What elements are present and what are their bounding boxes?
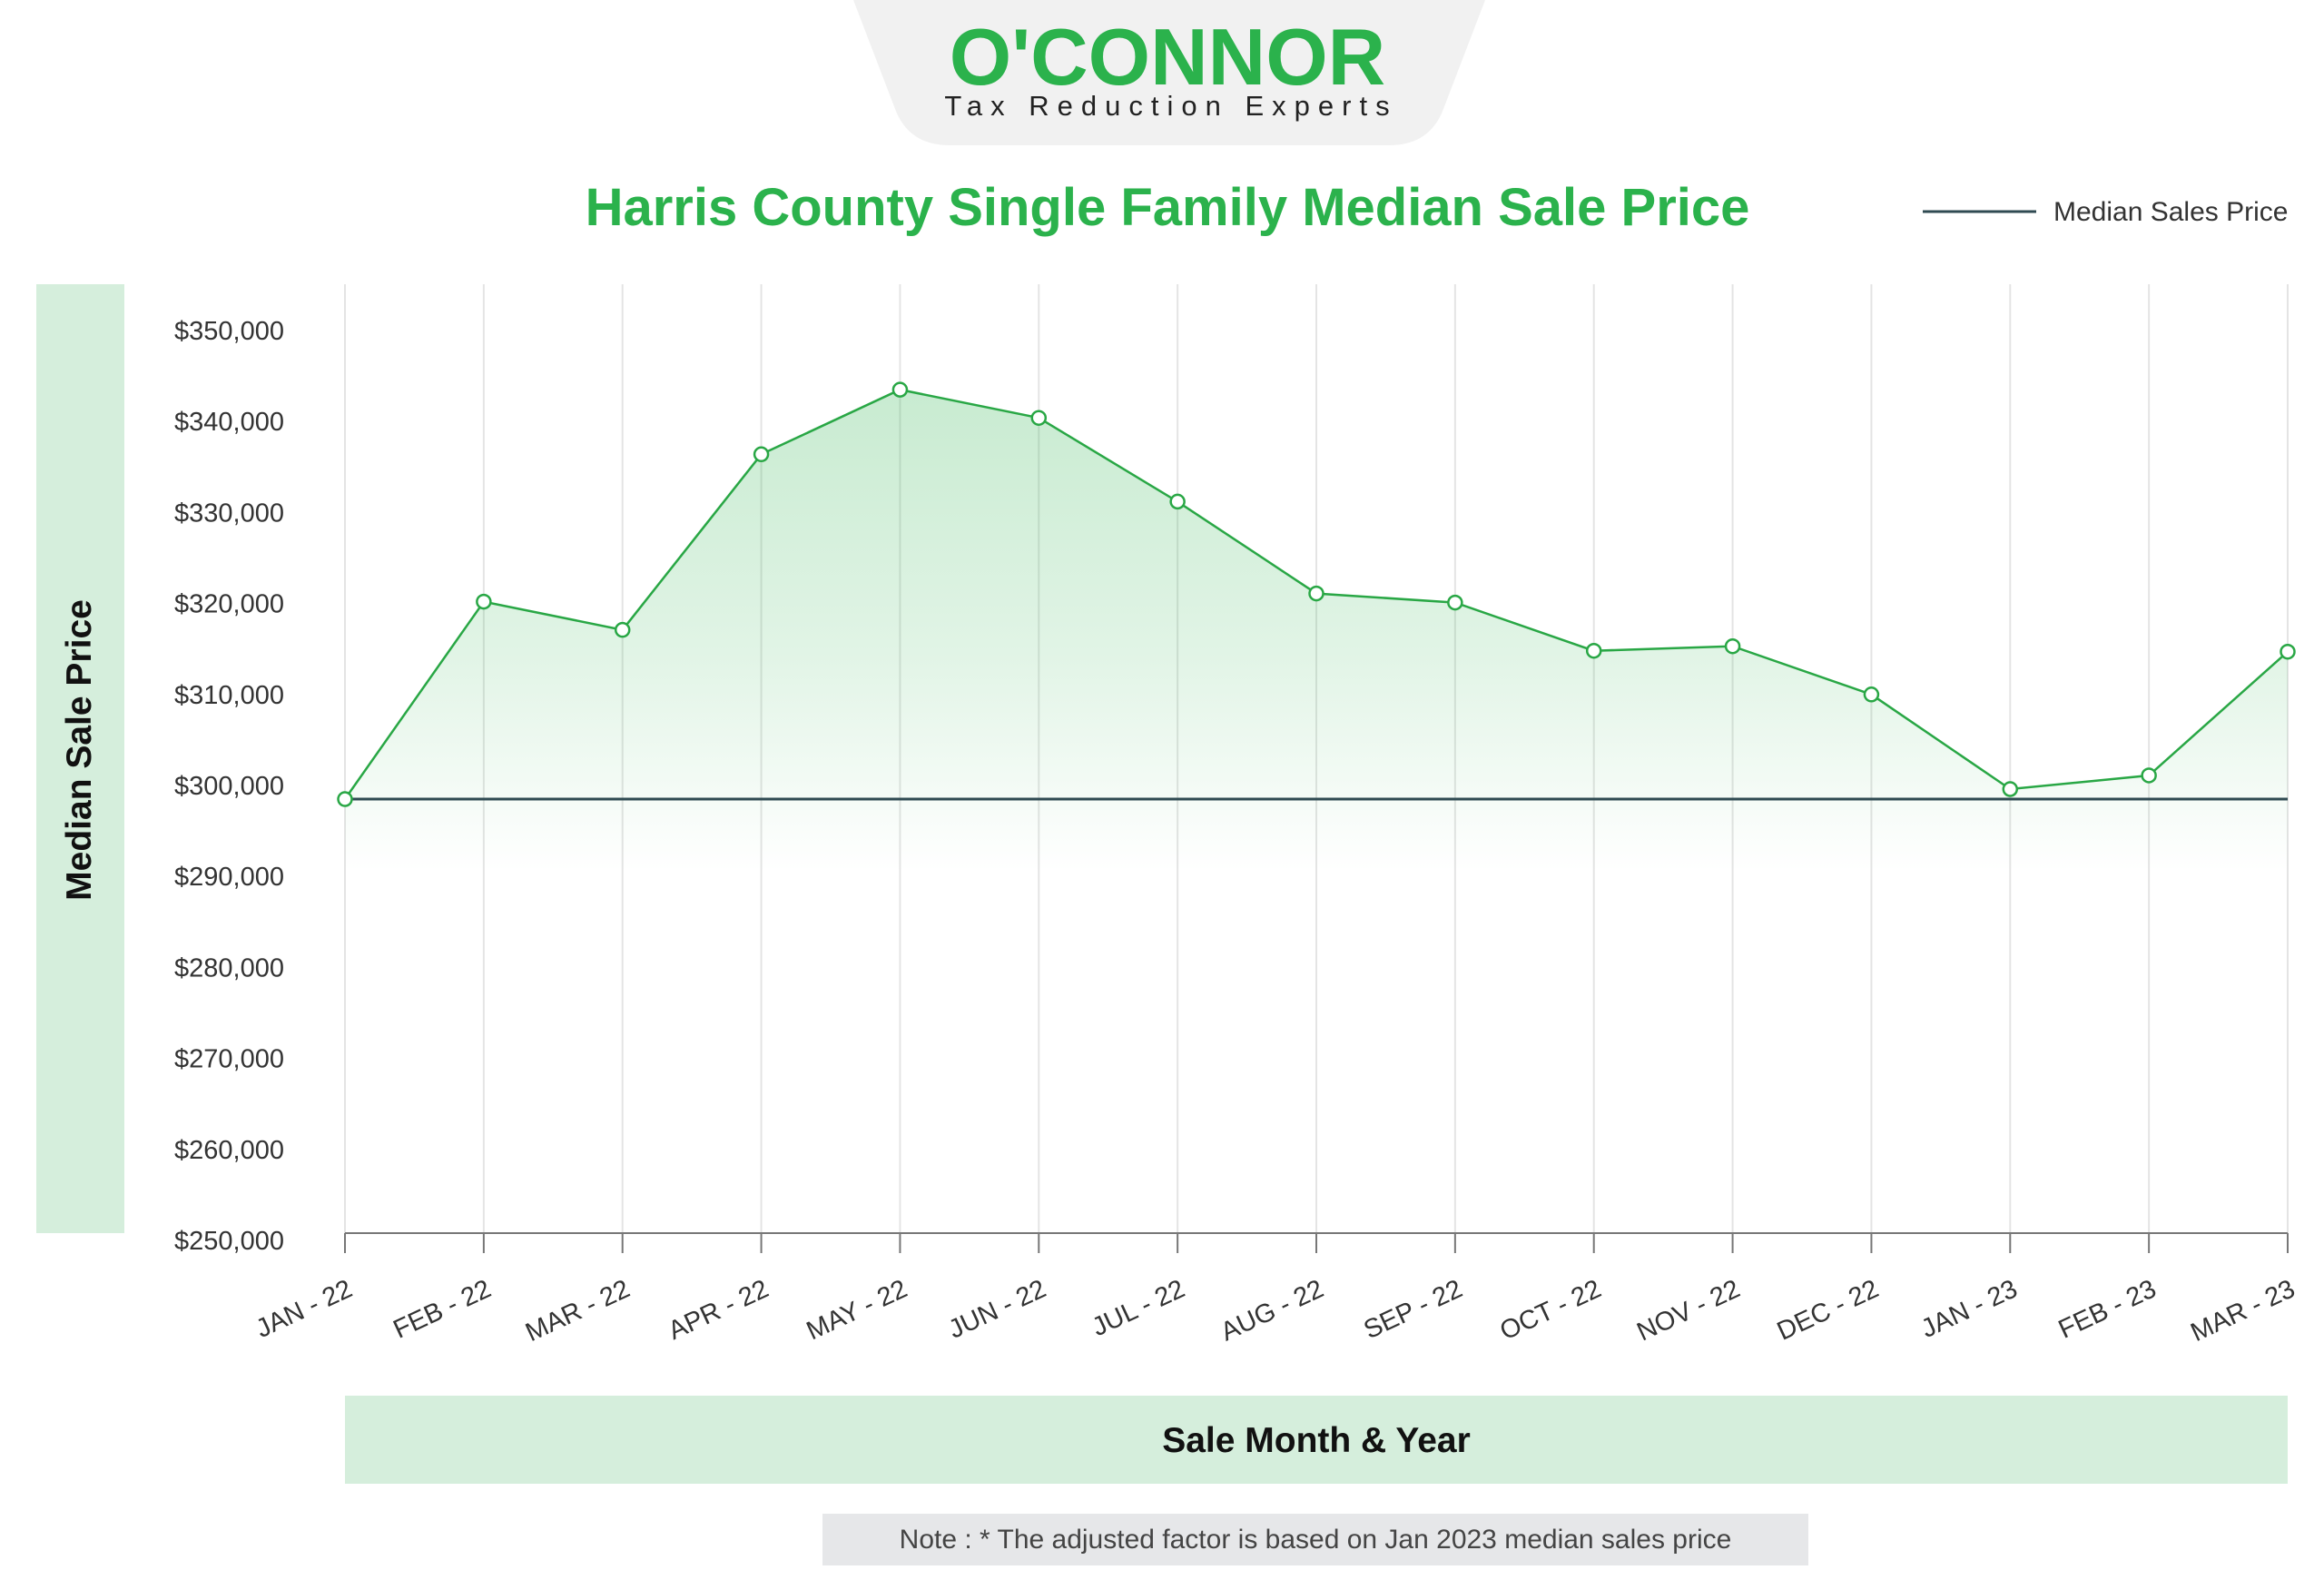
y-axis-title-panel [36,284,124,1233]
y-tick-label: $350,000 [174,317,284,346]
x-axis-title-panel [345,1396,2288,1484]
x-tick-label: MAY - 22 [803,1274,912,1346]
x-tick-labels: JAN - 22 FEB - 22 MAR - 22 APR - 22 MAY - 22… [251,1274,2299,1348]
y-tick-label: $310,000 [174,681,284,710]
y-axis-title: Median Sale Price [60,599,99,901]
data-point [2141,767,2157,784]
chart-title: Harris County Single Family Median Sale … [586,178,1750,237]
y-tick-label: $340,000 [174,408,284,437]
y-tick-label: $260,000 [174,1136,284,1165]
x-tick-label: DEC - 22 [1773,1274,1884,1346]
data-point [1724,637,1741,655]
data-point [1585,642,1602,659]
y-tick-label: $330,000 [174,499,284,528]
data-points [337,381,2296,807]
data-point [1447,594,1463,611]
note-text: Note : * The adjusted factor is based on… [900,1525,1732,1555]
x-tick-label: JUL - 22 [1088,1274,1189,1342]
x-axis [344,1232,2289,1253]
y-tick-label: $250,000 [174,1227,284,1256]
y-tick-label: $280,000 [174,953,284,983]
data-point [2280,643,2296,660]
x-tick-label: JAN - 22 [251,1274,357,1344]
data-point [476,593,492,610]
note-box [822,1514,1808,1565]
x-tick-label: AUG - 22 [1216,1274,1328,1347]
y-tick-label: $300,000 [174,772,284,801]
x-tick-label: FEB - 22 [389,1274,496,1344]
y-tick-label: $290,000 [174,863,284,892]
data-point [2002,781,2019,797]
data-point [1308,585,1324,602]
x-tick-label: FEB - 23 [2054,1274,2161,1344]
data-point [1030,410,1048,426]
data-point [753,446,770,463]
y-tick-label: $270,000 [174,1045,284,1074]
x-tick-label: SEP - 22 [1360,1274,1467,1345]
y-tick-label: $320,000 [174,590,284,619]
legend: Median Sales Price [1923,197,2288,227]
x-tick-label: JUN - 22 [944,1274,1050,1344]
logo-wordmark: O'CONNOR [950,12,1385,102]
area-fill [345,390,2288,873]
x-tick-label: APR - 22 [664,1274,773,1346]
legend-label: Median Sales Price [2053,197,2288,227]
data-point [1863,686,1880,703]
logo: O'CONNOR Tax Reduction Experts [853,0,1485,145]
data-point [337,791,353,807]
x-tick-label: OCT - 22 [1496,1274,1606,1346]
logo-tagline: Tax Reduction Experts [944,90,1397,122]
data-point [891,381,909,398]
x-axis-title: Sale Month & Year [1162,1421,1471,1460]
x-tick-label: MAR - 22 [521,1274,635,1348]
data-point [1169,493,1186,510]
data-point [614,621,631,638]
logo-background [853,0,1485,145]
x-tick-label: MAR - 23 [2186,1274,2299,1348]
x-tick-label: NOV - 22 [1632,1274,1744,1347]
x-tick-label: JAN - 23 [1916,1274,2022,1344]
y-tick-labels: $350,000 $340,000 $330,000 $320,000 $310,000… [174,317,284,1256]
